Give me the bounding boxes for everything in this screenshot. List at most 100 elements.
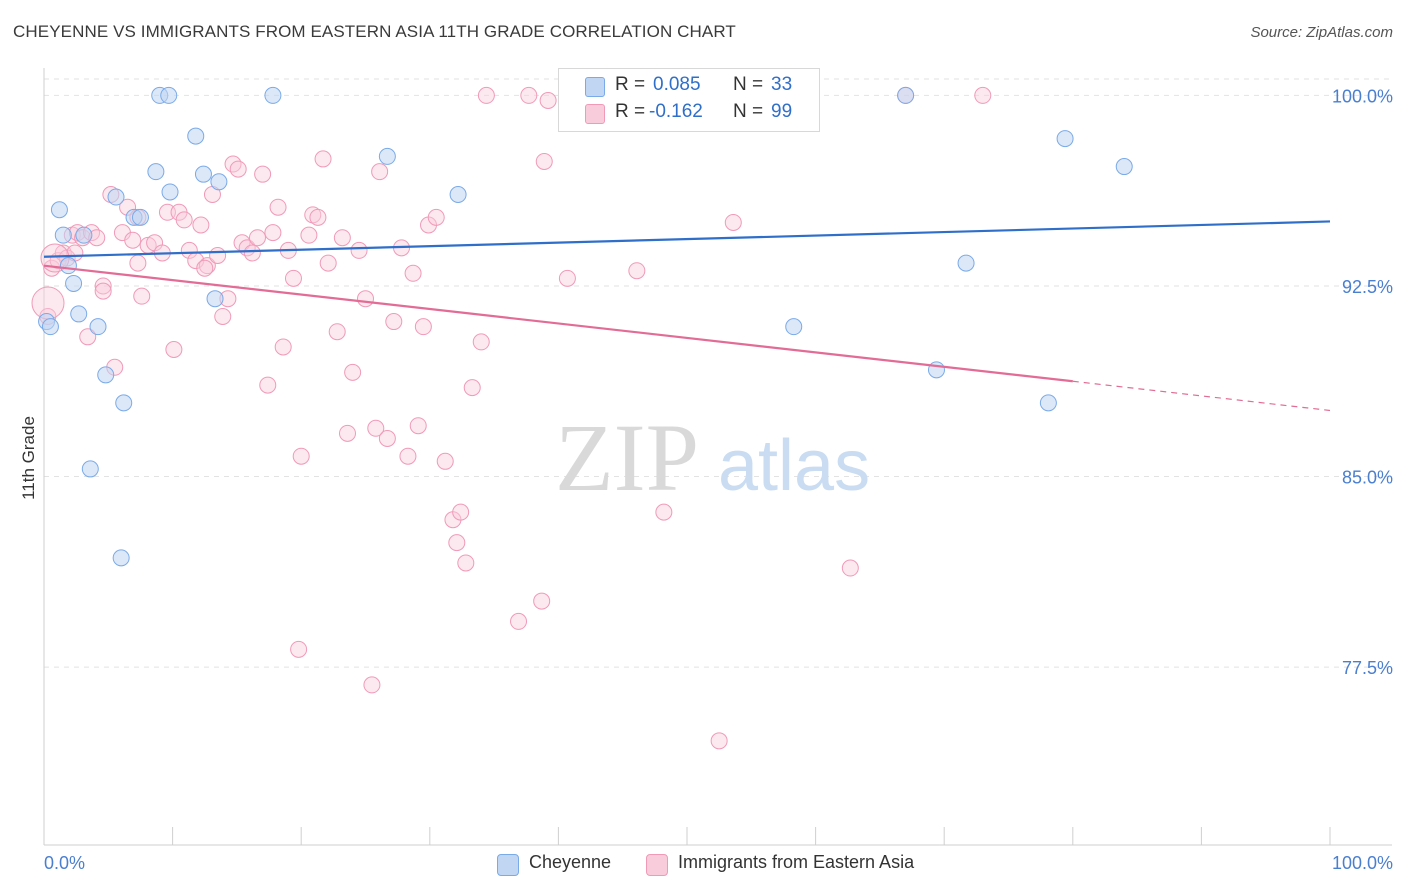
data-point-immigrants [385,313,403,331]
data-point-cheyenne [161,183,179,201]
trend-line-cheyenne [43,220,1331,258]
legend-swatch-cheyenne [585,77,605,97]
data-point-cheyenne [206,290,224,308]
data-point-cheyenne [97,366,115,384]
data-point-immigrants [229,160,247,178]
bottom-legend-label-immigrants: Immigrants from Eastern Asia [678,852,915,872]
bottom-legend-swatch-immigrants [646,854,668,876]
data-point-immigrants [457,554,475,572]
data-point-immigrants [710,732,728,750]
legend-n-value-2: 99 [771,101,793,122]
series-cheyenne-points [38,86,1133,567]
data-point-immigrants [284,269,302,287]
source-label: Source: ZipAtlas.com [1250,24,1393,41]
legend-r-label-1: R = [615,74,646,95]
data-point-cheyenne [70,305,88,323]
stats-legend: R = 0.085 N = 33 R = -0.162 N = 99 [558,68,820,132]
axes [43,68,1392,846]
data-point-cheyenne [187,127,205,145]
data-point-immigrants [165,341,183,359]
data-point-immigrants [319,254,337,272]
data-point-immigrants [427,208,445,226]
data-point-immigrants [79,328,97,346]
data-point-cheyenne [131,208,149,226]
data-point-cheyenne [378,147,396,165]
data-point-cheyenne [112,549,130,567]
data-point-cheyenne [75,226,93,244]
x-tick-label-max: 100.0% [1332,853,1393,873]
data-point-immigrants [259,376,277,394]
data-point-immigrants [224,155,242,173]
data-point-immigrants [248,229,266,247]
data-point-immigrants [367,419,385,437]
data-point-immigrants [452,503,470,521]
data-point-immigrants [300,226,318,244]
data-point-cheyenne [449,186,467,204]
data-point-cheyenne [957,254,975,272]
data-point-cheyenne [160,86,178,104]
data-point-immigrants [129,254,147,272]
data-point-immigrants [520,86,538,104]
data-point-cheyenne [54,226,72,244]
data-point-immigrants [628,262,646,280]
data-point-immigrants [333,229,351,247]
y-tick-labels: 77.5% 85.0% 92.5% 100.0% [1332,86,1393,678]
x-tick-label-min: 0.0% [44,853,85,873]
data-point-immigrants [357,290,374,308]
y-tick-label: 77.5% [1342,658,1393,678]
data-point-immigrants [841,559,859,577]
trend-line-immigrants [43,264,1073,383]
data-point-immigrants [243,244,261,262]
data-point-cheyenne [1039,394,1057,412]
data-point-immigrants [214,307,232,325]
data-point-immigrants [463,379,481,397]
data-point-immigrants [198,257,216,275]
data-point-cheyenne [50,201,68,219]
data-point-immigrants [399,447,417,465]
y-axis-label: 11th Grade [19,416,38,500]
legend-n-label-2: N = [733,101,764,122]
data-point-immigrants [414,318,432,336]
data-point-cheyenne [65,274,83,292]
data-point-immigrants [94,282,112,300]
data-point-immigrants [404,264,422,282]
data-point-immigrants [309,208,327,226]
data-point-immigrants [158,203,176,221]
data-point-immigrants [338,424,356,442]
y-tick-label: 100.0% [1332,86,1393,106]
data-point-immigrants [180,241,198,259]
data-point-immigrants [363,676,381,694]
data-point-immigrants [533,592,551,610]
data-point-immigrants [94,277,112,295]
data-point-immigrants [254,165,272,183]
data-point-immigrants [344,363,362,381]
data-point-immigrants [209,246,227,264]
data-point-immigrants [175,211,193,229]
legend-r-label-2: R = [615,101,646,122]
trend-line-immigrants-extension [1072,380,1331,412]
data-point-immigrants [314,150,332,168]
data-point-immigrants [290,640,308,658]
data-point-immigrants [448,534,466,552]
data-point-immigrants [133,287,151,305]
data-point-immigrants [264,224,282,242]
data-point-immigrants [269,198,287,216]
data-point-immigrants [328,323,346,341]
watermark-atlas: atlas [718,426,870,506]
data-point-cheyenne [1115,158,1133,176]
bottom-legend-swatch-cheyenne [497,854,519,876]
data-point-immigrants [409,417,427,435]
data-point-cheyenne [897,86,915,104]
data-point-immigrants [724,213,742,231]
legend-n-value-1: 33 [771,74,793,95]
y-tick-label: 92.5% [1342,277,1393,297]
data-point-cheyenne [147,163,165,181]
data-point-cheyenne [1056,130,1074,148]
data-point-immigrants [192,216,210,234]
legend-r-value-1: 0.085 [653,74,701,95]
data-point-immigrants [477,86,495,104]
data-point-immigrants [539,91,557,109]
data-point-immigrants [535,152,553,170]
data-point-immigrants [292,447,310,465]
